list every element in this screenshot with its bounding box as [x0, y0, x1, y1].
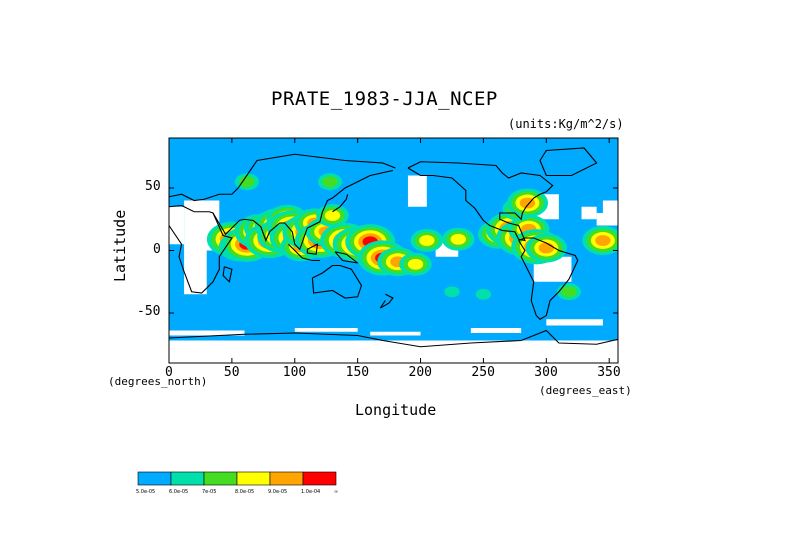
legend-swatch [137, 471, 172, 486]
legend-swatch [269, 471, 304, 486]
rain-cell [450, 233, 466, 245]
no-data-patch [169, 340, 618, 363]
coastline [334, 251, 358, 264]
x-tick-label: 150 [345, 365, 370, 380]
rain-cell [475, 288, 492, 300]
no-data-patch [169, 206, 185, 245]
legend-label: ∞ [334, 489, 338, 495]
legend-swatch [203, 471, 238, 486]
coastline [169, 329, 618, 348]
legend-label: 6.0e-05 [169, 489, 188, 495]
legend-label: 5.0e-05 [136, 489, 155, 495]
legend-label: 7e-05 [202, 489, 216, 495]
no-data-patch [470, 328, 522, 333]
coastline [169, 153, 396, 202]
legend-label: 1.0e-04 [301, 489, 320, 495]
y-unit-label: (degrees_east) [539, 384, 632, 397]
coastline [539, 147, 598, 177]
legend-label: 8.0e-05 [235, 489, 254, 495]
no-data-patch [370, 331, 421, 336]
rain-cell [407, 258, 424, 270]
no-data-patch [169, 330, 245, 336]
rain-cell [595, 235, 611, 246]
x-tick-label: 350 [597, 365, 621, 380]
coastline [311, 264, 363, 299]
coastline [306, 243, 319, 255]
legend-label: 9.0e-05 [268, 489, 287, 495]
x-tick-label: 250 [471, 365, 495, 380]
coastline [212, 169, 393, 251]
no-data-patch [407, 175, 427, 207]
x-tick-label: 200 [408, 365, 433, 380]
coastline [407, 161, 554, 242]
legend-swatch [236, 471, 271, 486]
chart-title: PRATE_1983-JJA_NCEP [271, 88, 498, 110]
rain-cell [419, 235, 435, 246]
rain-cell [322, 176, 338, 188]
no-data-patch [581, 206, 597, 220]
y-tick-label: 50 [145, 179, 161, 194]
coastline [288, 243, 320, 262]
rain-cell [324, 210, 341, 221]
x-tick-label: 300 [534, 365, 558, 380]
no-data-patch [546, 319, 603, 326]
x-tick-label: 0 [165, 365, 173, 380]
coastline [332, 194, 349, 213]
x-tick-label: 50 [223, 365, 240, 380]
x-axis-label: Longitude [355, 401, 437, 419]
coastline [379, 293, 394, 309]
no-data-patch [596, 213, 618, 226]
x-unit-label: (degrees_north) [108, 375, 208, 388]
legend-swatch [170, 471, 205, 486]
coastline [518, 237, 579, 320]
rain-cell [561, 286, 577, 298]
no-data-patch [294, 328, 358, 332]
x-tick-label: 100 [282, 365, 307, 380]
rain-cell [239, 176, 255, 188]
coastline [169, 204, 233, 294]
rain-cell [444, 286, 460, 298]
no-data-patch [602, 200, 618, 216]
units-label: (units:Kg/m^2/s) [508, 117, 624, 131]
legend-swatch [302, 471, 337, 486]
coastline [222, 266, 233, 283]
y-tick-label: 0 [153, 241, 161, 257]
y-tick-label: -50 [137, 304, 161, 319]
